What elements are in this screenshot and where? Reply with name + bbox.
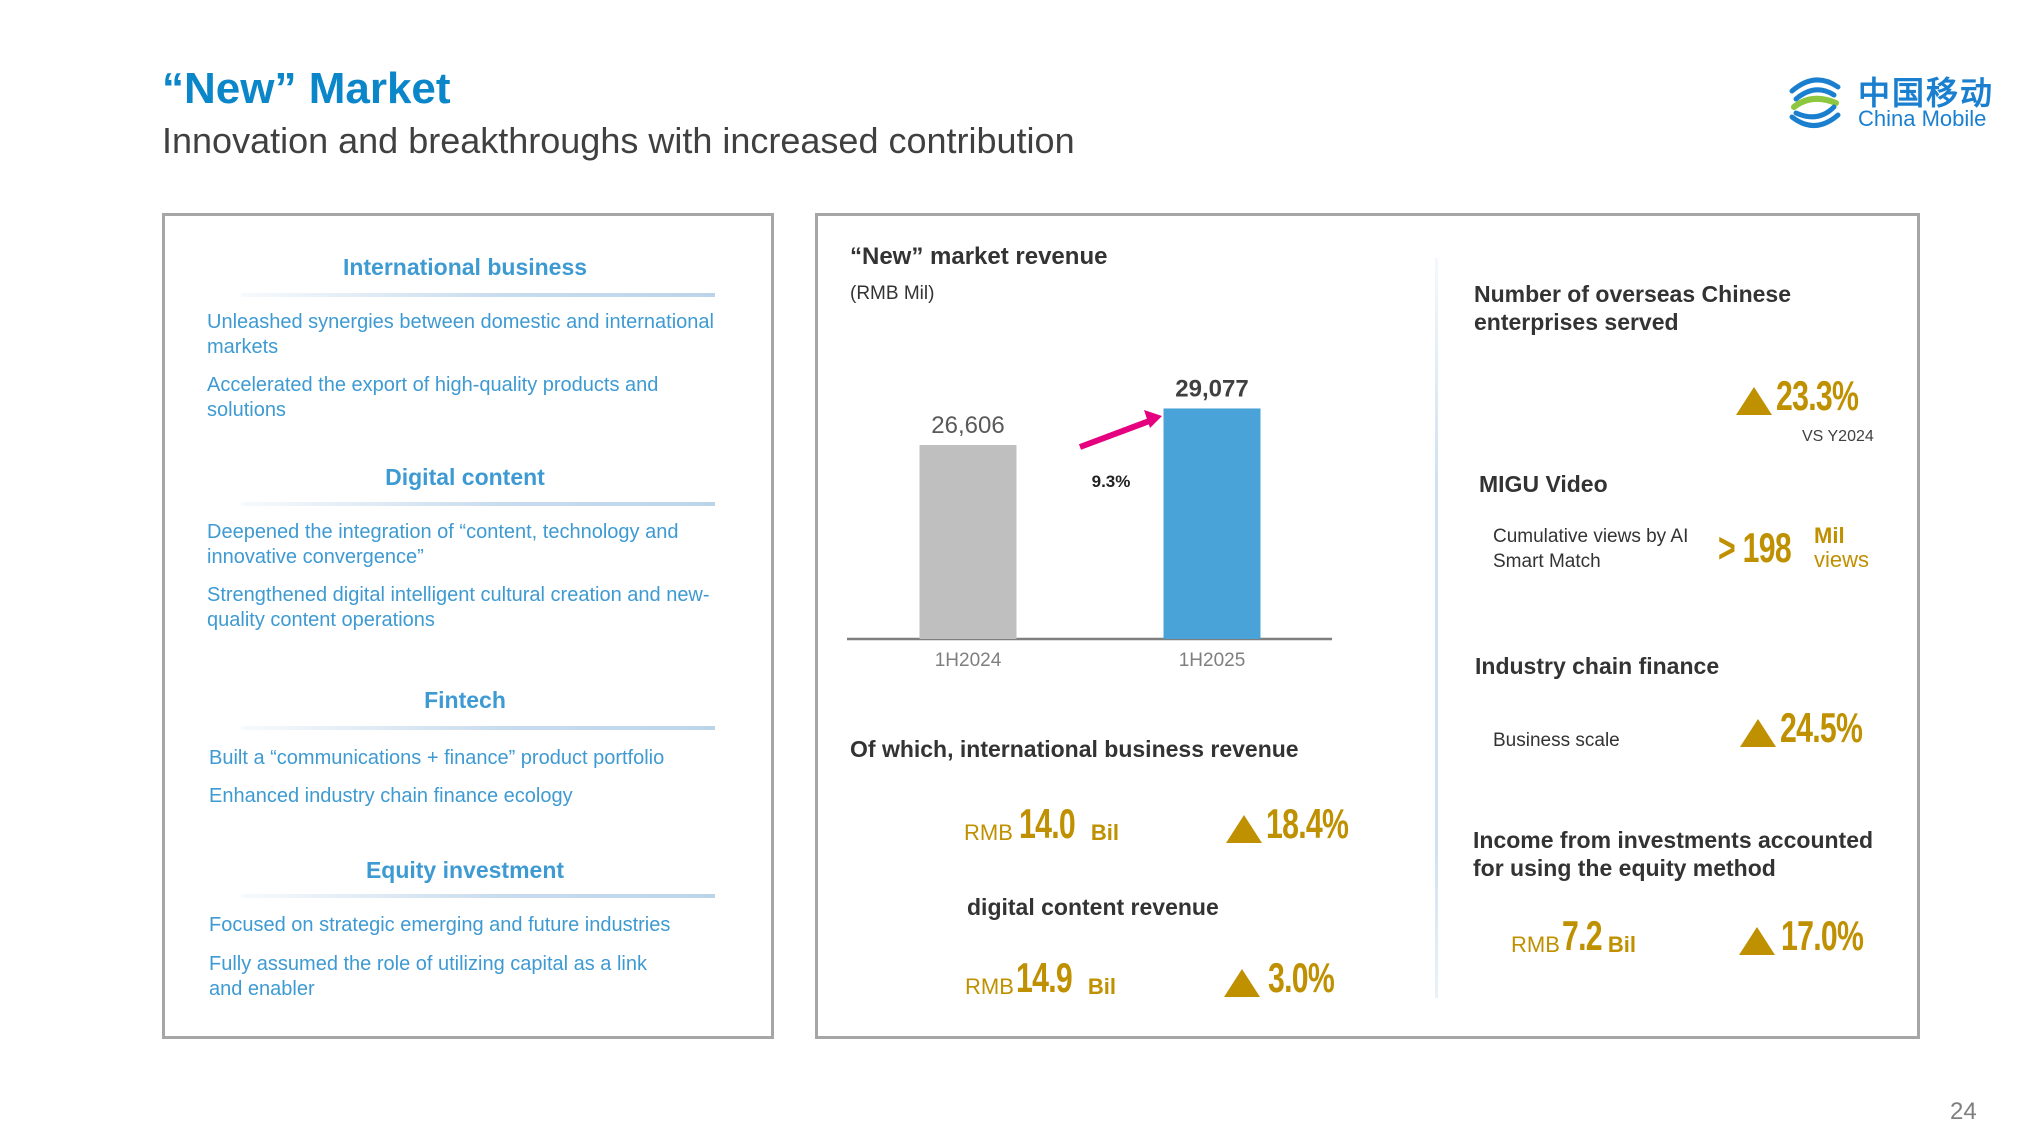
unit-mil: Mil bbox=[1814, 523, 1845, 548]
comparison-note: VS Y2024 bbox=[1802, 428, 1874, 445]
migu-views-value: > 198 Mil views bbox=[1718, 524, 1869, 572]
unit-label: Bil bbox=[1090, 820, 1120, 845]
value-label-1h2024: 26,606 bbox=[931, 412, 1004, 439]
up-triangle-icon bbox=[1736, 387, 1772, 415]
intl-revenue-label: Of which, international business revenue bbox=[850, 736, 1299, 762]
currency-prefix: RMB bbox=[964, 820, 1013, 845]
chain-finance-growth-value: 24.5% bbox=[1780, 704, 1863, 751]
overseas-growth-value: 23.3% bbox=[1776, 372, 1859, 419]
unit-label: Bil bbox=[1607, 932, 1637, 957]
chart-title: “New” market revenue bbox=[850, 243, 1108, 270]
digital-revenue-amount: 14.9 bbox=[1015, 954, 1073, 1001]
category-label-1h2025: 1H2025 bbox=[1179, 650, 1246, 671]
bullet-item: Deepened the integration of “content, te… bbox=[207, 521, 679, 568]
intl-revenue-amount: 14.0 bbox=[1018, 800, 1076, 847]
up-triangle-icon bbox=[1226, 815, 1262, 843]
business-scale-label: Business scale bbox=[1493, 730, 1620, 751]
overseas-enterprises-growth: 23.3% bbox=[1736, 372, 1890, 420]
unit-label: Bil bbox=[1087, 974, 1117, 999]
section-heading-fintech: Fintech bbox=[424, 687, 506, 713]
bullet-item: Accelerated the export of high-quality p… bbox=[207, 374, 659, 421]
page-subtitle: Innovation and breakthroughs with increa… bbox=[162, 120, 1075, 161]
cumulative-views-label: Cumulative views by AI Smart Match bbox=[1493, 526, 1689, 572]
bar-1h2024 bbox=[919, 445, 1017, 639]
section-divider bbox=[241, 293, 715, 297]
views-unit: Mil views bbox=[1814, 524, 1869, 572]
unit-views: views bbox=[1814, 547, 1870, 572]
bullet-item: Focused on strategic emerging and future… bbox=[209, 914, 671, 936]
up-triangle-icon bbox=[1740, 719, 1776, 747]
logo-english-text: China Mobile bbox=[1858, 106, 1987, 131]
revenue-bar-chart: 26,606 29,077 1H2024 1H2025 9.3% bbox=[847, 375, 1332, 671]
digital-revenue-label: digital content revenue bbox=[967, 894, 1219, 920]
intl-revenue-value: RMB 14.0 Bil bbox=[964, 800, 1119, 848]
chart-unit: (RMB Mil) bbox=[850, 283, 935, 304]
business-areas-panel: International business Unleashed synergi… bbox=[162, 213, 774, 1039]
section-divider bbox=[241, 726, 715, 730]
panel-divider bbox=[1435, 258, 1438, 998]
company-logo: 中国移动 China Mobile bbox=[1782, 66, 2002, 138]
chain-finance-growth: 24.5% bbox=[1740, 704, 1894, 752]
equity-income-value: RMB 7.2 Bil bbox=[1511, 912, 1636, 960]
up-triangle-icon bbox=[1224, 969, 1260, 997]
intl-growth-value: 18.4% bbox=[1266, 800, 1349, 847]
migu-video-label: MIGU Video bbox=[1479, 471, 1608, 497]
currency-prefix: RMB bbox=[1511, 932, 1560, 957]
china-mobile-logo-icon bbox=[1789, 77, 1841, 128]
bullet-item: Strengthened digital intelligent cultura… bbox=[207, 584, 710, 631]
growth-label: 9.3% bbox=[1092, 472, 1131, 491]
section-heading-digital-content: Digital content bbox=[385, 464, 545, 490]
page-title: “New” Market bbox=[162, 64, 451, 113]
growth-arrow-icon bbox=[1078, 410, 1162, 450]
up-triangle-icon bbox=[1739, 927, 1775, 955]
digital-growth-value: 3.0% bbox=[1268, 954, 1335, 1001]
section-heading-international: International business bbox=[342, 254, 588, 280]
digital-revenue-growth: 3.0% bbox=[1224, 954, 1360, 1002]
value-label-1h2025: 29,077 bbox=[1175, 375, 1248, 402]
bar-1h2025 bbox=[1163, 408, 1261, 639]
chain-finance-label: Industry chain finance bbox=[1475, 653, 1720, 679]
category-label-1h2024: 1H2024 bbox=[935, 650, 1002, 671]
digital-revenue-value: RMB 14.9 Bil bbox=[965, 954, 1116, 1002]
section-divider bbox=[241, 894, 715, 898]
equity-growth-value: 17.0% bbox=[1781, 912, 1864, 959]
bullet-item: Fully assumed the role of utilizing capi… bbox=[209, 953, 647, 1000]
logo-chinese-text: 中国移动 bbox=[1858, 74, 1995, 112]
bullet-item: Built a “communications + finance” produ… bbox=[209, 747, 665, 769]
views-count: > 198 bbox=[1718, 524, 1792, 571]
equity-income-growth: 17.0% bbox=[1739, 912, 1895, 960]
page-number: 24 bbox=[1950, 1098, 1977, 1125]
section-heading-equity-investment: Equity investment bbox=[365, 857, 565, 883]
intl-revenue-growth: 18.4% bbox=[1226, 800, 1380, 848]
overseas-enterprises-label: Number of overseas Chinese enterprises s… bbox=[1474, 281, 1792, 335]
equity-income-amount: 7.2 bbox=[1561, 912, 1603, 959]
bullet-item: Enhanced industry chain finance ecology bbox=[209, 785, 573, 807]
equity-income-label: Income from investments accounted for us… bbox=[1473, 827, 1874, 881]
bullet-item: Unleashed synergies between domestic and… bbox=[207, 311, 714, 358]
currency-prefix: RMB bbox=[965, 974, 1014, 999]
section-divider bbox=[241, 502, 715, 506]
